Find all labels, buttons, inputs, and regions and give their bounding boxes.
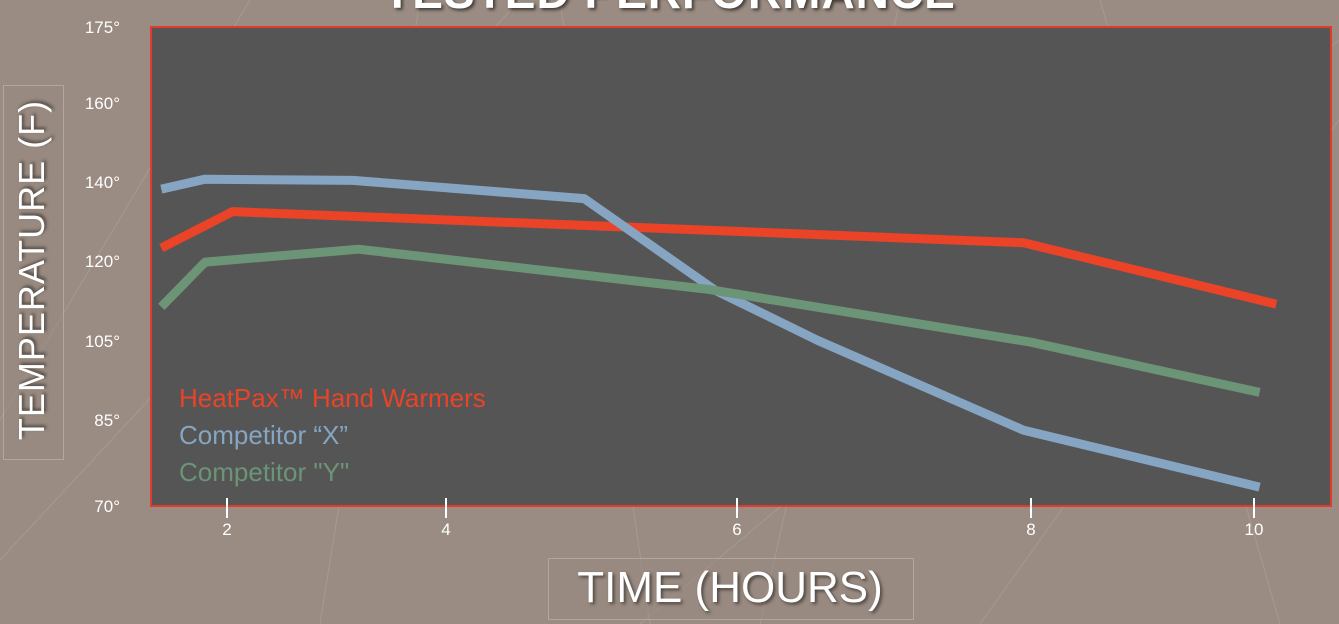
legend-item-1: HeatPax™ Hand Warmers bbox=[179, 383, 486, 413]
series-line-1 bbox=[159, 207, 1278, 309]
y-tick-label: 85° bbox=[94, 411, 120, 430]
y-tick-label: 175° bbox=[85, 18, 120, 37]
y-tick-label: 160° bbox=[85, 94, 120, 113]
x-tick-label: 6 bbox=[732, 520, 741, 539]
series-line-2 bbox=[160, 174, 1261, 492]
x-axis-title-box bbox=[548, 558, 914, 620]
x-tick-label: 8 bbox=[1026, 520, 1035, 539]
y-axis-title-box bbox=[3, 85, 64, 460]
x-tick-label: 4 bbox=[441, 520, 450, 539]
y-tick-label: 70° bbox=[94, 497, 120, 516]
y-tick-label: 105° bbox=[85, 332, 120, 351]
legend-item-3: Competitor "Y" bbox=[179, 457, 349, 487]
series-line-3 bbox=[158, 244, 1261, 397]
chart-title: TESTED PERFORMANCE bbox=[0, 0, 1339, 18]
x-tick-label: 10 bbox=[1245, 520, 1264, 539]
x-axis-title: TIME (HOURS) bbox=[577, 563, 883, 612]
x-tick-label: 2 bbox=[222, 520, 231, 539]
y-tick-label: 120° bbox=[85, 252, 120, 271]
y-tick-label: 140° bbox=[85, 173, 120, 192]
legend-item-2: Competitor “X” bbox=[179, 420, 348, 450]
